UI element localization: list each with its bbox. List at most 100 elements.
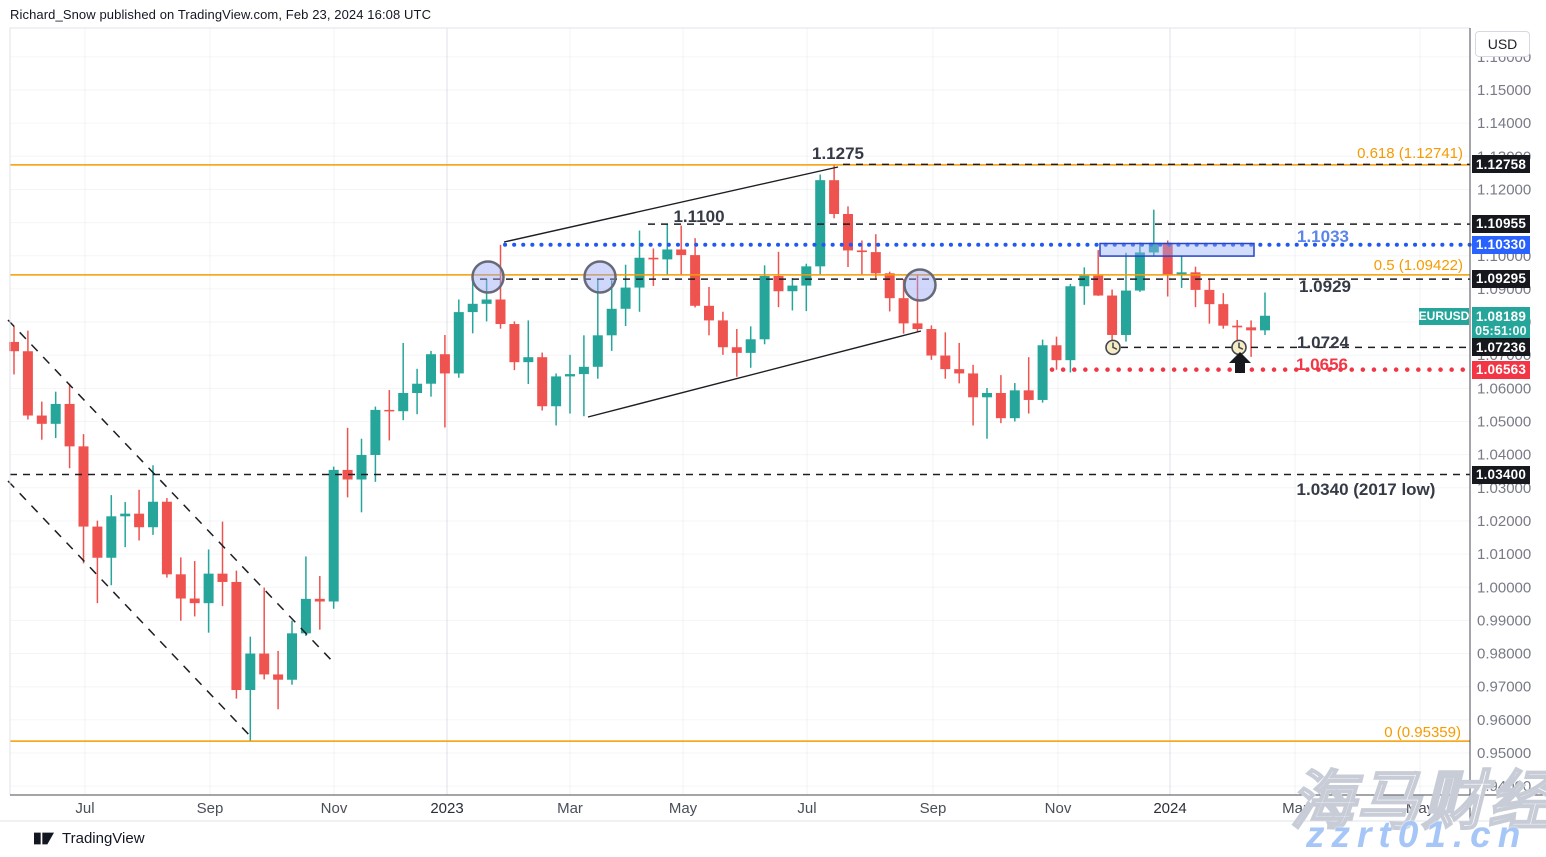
watermark-url: zzrt01.cn: [1306, 814, 1528, 855]
candle-up: [1176, 256, 1187, 288]
candle-up: [398, 342, 409, 421]
level-label-1-1033: 1.1033: [1297, 227, 1349, 246]
candle-down: [1246, 320, 1257, 357]
candle-up: [1121, 252, 1131, 342]
price-tag-1-06563: 1.06563: [1472, 360, 1530, 379]
time-tick: 2024: [1153, 800, 1186, 817]
candle-down: [1093, 250, 1104, 296]
candle-down: [273, 650, 284, 710]
symbol-tag: EURUSD: [1418, 307, 1470, 325]
candle-up: [1079, 267, 1090, 305]
candle-down: [175, 557, 186, 621]
candle-up: [1065, 283, 1076, 373]
price-tag-1-12758: 1.12758: [1472, 155, 1530, 174]
candle-down: [884, 271, 895, 312]
tradingview-attribution[interactable]: TradingView: [33, 830, 145, 847]
retest-circle: [471, 260, 505, 294]
level-label-1-1100: 1.1100: [673, 207, 724, 226]
time-tick: May: [1406, 800, 1435, 817]
time-tick: Sep: [197, 800, 224, 817]
candle-up: [426, 350, 436, 397]
candle-down: [231, 570, 242, 699]
candle-down: [161, 498, 172, 578]
candle-down: [912, 273, 923, 333]
candle-up: [453, 299, 464, 378]
watermark-chinese: 海马财经: [1289, 764, 1546, 840]
candle-up: [245, 636, 256, 742]
candle-up: [1037, 339, 1048, 403]
candle-down: [731, 329, 742, 377]
candle-up: [801, 263, 812, 312]
fib-label-05: 0.5 (1.09422): [1374, 257, 1463, 274]
candle-down: [384, 390, 395, 441]
wedge-upper-trendline: [503, 166, 839, 243]
candle-up: [982, 388, 992, 439]
candle-down: [509, 321, 520, 371]
candle-up: [106, 495, 117, 586]
price-tag-1-03400: 1.03400: [1472, 465, 1530, 484]
fib-label-0618: 0.618 (1.12741): [1357, 145, 1463, 162]
candle-up: [523, 320, 534, 385]
candle-down: [342, 427, 353, 498]
wedge-lower-trendline: [587, 330, 922, 418]
clock-icon: [1231, 339, 1247, 356]
candle-up: [606, 280, 617, 351]
candle-up: [50, 391, 61, 439]
candle-down: [134, 489, 145, 541]
up-arrow-icon: [1229, 352, 1251, 373]
candle-down: [954, 342, 965, 384]
candle-up: [481, 278, 492, 322]
candle-down: [690, 238, 701, 308]
candle-down: [314, 575, 325, 630]
candle-down: [968, 364, 979, 426]
time-tick: 2023: [430, 800, 463, 817]
candle-down: [1162, 240, 1173, 297]
price-tag-1-09295: 1.09295: [1472, 270, 1530, 289]
clock-icon: [1105, 339, 1121, 356]
candle-up: [620, 264, 631, 327]
candle-down: [704, 286, 714, 336]
usd-currency-button[interactable]: USD: [1475, 31, 1530, 57]
time-tick: Nov: [321, 800, 348, 817]
price-tag-1-08189: 1.08189 05:51:00: [1472, 306, 1530, 341]
level-label-1-0656: 1.0656: [1296, 355, 1348, 374]
price-tick: 1.04000: [1477, 447, 1531, 464]
candle-down: [870, 234, 881, 280]
candle-up: [1260, 292, 1270, 335]
candle-down: [1107, 289, 1118, 348]
candle-down: [22, 330, 33, 420]
price-tick: 1.06000: [1477, 380, 1531, 397]
price-tick: 1.05000: [1477, 414, 1531, 431]
candle-up: [565, 354, 575, 414]
candle-down: [64, 383, 75, 469]
candle-down: [259, 587, 270, 680]
candle-up: [551, 373, 562, 426]
candle-up: [745, 326, 756, 368]
downtrend-channel-lower: [7, 480, 254, 740]
price-tag-1-10955: 1.10955: [1472, 215, 1530, 234]
candle-down: [1218, 293, 1229, 329]
candle-down: [439, 334, 450, 428]
price-tick: 1.15000: [1477, 82, 1531, 99]
candle-up: [578, 335, 589, 417]
price-tick: 0.95000: [1477, 745, 1531, 762]
price-tag-1-10330: 1.10330: [1472, 235, 1530, 254]
level-label-1-0724: 1.0724: [1297, 333, 1350, 352]
candle-up: [1009, 383, 1020, 422]
price-tick: 1.00000: [1477, 579, 1531, 596]
candle-up: [412, 368, 423, 415]
level-label-1-0929: 1.0929: [1299, 277, 1351, 296]
candle-down: [1190, 266, 1201, 308]
candle-up: [328, 466, 339, 609]
retest-circle: [583, 260, 617, 294]
candle-up: [787, 277, 798, 311]
candle-down: [92, 520, 103, 604]
candle-up: [1134, 242, 1145, 292]
candle-down: [717, 311, 728, 355]
price-tick: 1.02000: [1477, 513, 1531, 530]
time-tick: Nov: [1045, 800, 1072, 817]
time-tick: Jul: [75, 800, 94, 817]
price-tick: 1.03000: [1477, 480, 1531, 497]
candle-down: [537, 352, 548, 411]
